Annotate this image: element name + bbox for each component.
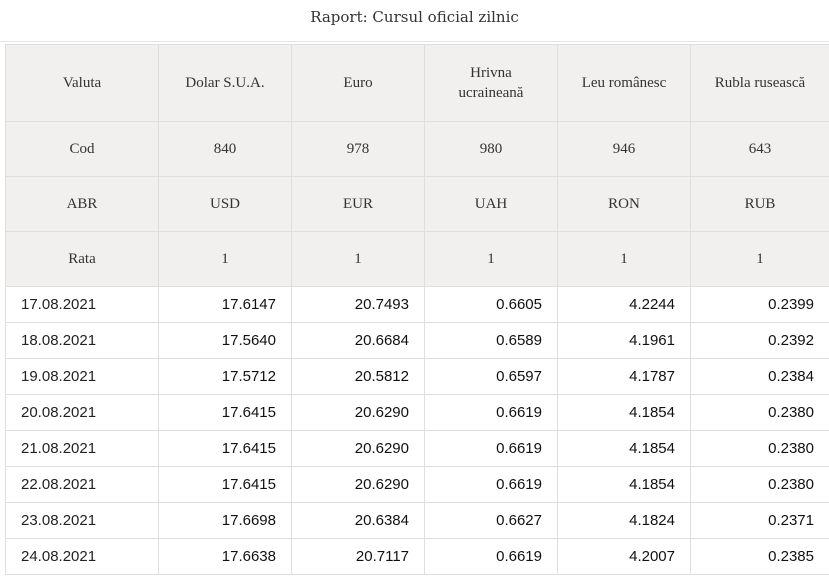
- currency-code-ron: 946: [557, 121, 691, 177]
- title-divider: [0, 41, 829, 42]
- rate-cell-eur: 20.7117: [291, 538, 425, 575]
- rate-cell-eur: 20.7493: [291, 286, 425, 323]
- rate-cell-rub: 0.2384: [690, 358, 829, 395]
- currency-name-rub: Rubla rusească: [690, 44, 829, 122]
- rate-cell-usd: 17.6638: [158, 538, 292, 575]
- rate-cell-usd: 17.5712: [158, 358, 292, 395]
- rate-cell-uah: 0.6627: [424, 502, 558, 539]
- date-cell: 19.08.2021: [5, 358, 159, 395]
- date-cell: 18.08.2021: [5, 322, 159, 359]
- currency-name-eur: Euro: [291, 44, 425, 122]
- rate-cell-rub: 0.2380: [690, 394, 829, 431]
- currency-name-usd: Dolar S.U.A.: [158, 44, 292, 122]
- rate-cell-eur: 20.6290: [291, 430, 425, 467]
- currency-code-usd: 840: [158, 121, 292, 177]
- table-row: 17.08.2021 17.6147 20.7493 0.6605 4.2244…: [5, 286, 829, 323]
- table-row: 23.08.2021 17.6698 20.6384 0.6627 4.1824…: [5, 502, 829, 539]
- exchange-rates-table: Valuta Dolar S.U.A. Euro Hrivna ucrainea…: [5, 44, 829, 575]
- header-row-valuta: Valuta Dolar S.U.A. Euro Hrivna ucrainea…: [5, 44, 829, 122]
- currency-rate-unit-usd: 1: [158, 231, 292, 287]
- rate-cell-usd: 17.6698: [158, 502, 292, 539]
- currency-name-ron: Leu românesc: [557, 44, 691, 122]
- currency-abbr-uah: UAH: [424, 176, 558, 232]
- header-label-abr: ABR: [5, 176, 159, 232]
- date-cell: 24.08.2021: [5, 538, 159, 575]
- currency-abbr-usd: USD: [158, 176, 292, 232]
- rate-cell-eur: 20.6290: [291, 394, 425, 431]
- rate-cell-usd: 17.6415: [158, 430, 292, 467]
- rate-cell-rub: 0.2385: [690, 538, 829, 575]
- rate-cell-uah: 0.6619: [424, 538, 558, 575]
- rate-cell-usd: 17.6147: [158, 286, 292, 323]
- date-cell: 17.08.2021: [5, 286, 159, 323]
- rate-cell-ron: 4.1854: [557, 430, 691, 467]
- rate-cell-ron: 4.2007: [557, 538, 691, 575]
- currency-abbr-rub: RUB: [690, 176, 829, 232]
- currency-code-rub: 643: [690, 121, 829, 177]
- rate-cell-eur: 20.6684: [291, 322, 425, 359]
- rate-cell-ron: 4.2244: [557, 286, 691, 323]
- header-label-valuta: Valuta: [5, 44, 159, 122]
- rate-cell-ron: 4.1787: [557, 358, 691, 395]
- date-cell: 22.08.2021: [5, 466, 159, 503]
- rate-cell-uah: 0.6619: [424, 394, 558, 431]
- report-title: Raport: Cursul oficial zilnic: [310, 8, 519, 26]
- rate-cell-eur: 20.6384: [291, 502, 425, 539]
- currency-abbr-ron: RON: [557, 176, 691, 232]
- date-cell: 21.08.2021: [5, 430, 159, 467]
- date-cell: 20.08.2021: [5, 394, 159, 431]
- rate-cell-uah: 0.6597: [424, 358, 558, 395]
- date-cell: 23.08.2021: [5, 502, 159, 539]
- rate-cell-uah: 0.6605: [424, 286, 558, 323]
- header-row-cod: Cod 840 978 980 946 643: [5, 121, 829, 177]
- header-row-abr: ABR USD EUR UAH RON RUB: [5, 176, 829, 232]
- currency-rate-unit-rub: 1: [690, 231, 829, 287]
- rate-cell-uah: 0.6619: [424, 466, 558, 503]
- currency-name-uah: Hrivna ucraineană: [424, 44, 558, 122]
- header-row-rata: Rata 1 1 1 1 1: [5, 231, 829, 287]
- currency-code-uah: 980: [424, 121, 558, 177]
- currency-abbr-eur: EUR: [291, 176, 425, 232]
- rate-cell-ron: 4.1854: [557, 394, 691, 431]
- currency-rate-unit-eur: 1: [291, 231, 425, 287]
- table-row: 21.08.2021 17.6415 20.6290 0.6619 4.1854…: [5, 430, 829, 467]
- rate-cell-ron: 4.1961: [557, 322, 691, 359]
- rate-cell-eur: 20.6290: [291, 466, 425, 503]
- rate-cell-eur: 20.5812: [291, 358, 425, 395]
- rate-cell-rub: 0.2392: [690, 322, 829, 359]
- table-row: 22.08.2021 17.6415 20.6290 0.6619 4.1854…: [5, 466, 829, 503]
- table-row: 19.08.2021 17.5712 20.5812 0.6597 4.1787…: [5, 358, 829, 395]
- rate-cell-ron: 4.1854: [557, 466, 691, 503]
- rate-cell-usd: 17.6415: [158, 394, 292, 431]
- rate-cell-usd: 17.6415: [158, 466, 292, 503]
- currency-code-eur: 978: [291, 121, 425, 177]
- header-label-cod: Cod: [5, 121, 159, 177]
- rate-cell-rub: 0.2380: [690, 466, 829, 503]
- rate-cell-uah: 0.6619: [424, 430, 558, 467]
- table-row: 18.08.2021 17.5640 20.6684 0.6589 4.1961…: [5, 322, 829, 359]
- currency-rate-unit-ron: 1: [557, 231, 691, 287]
- rate-cell-rub: 0.2380: [690, 430, 829, 467]
- header-label-rata: Rata: [5, 231, 159, 287]
- table-row: 20.08.2021 17.6415 20.6290 0.6619 4.1854…: [5, 394, 829, 431]
- rate-cell-usd: 17.5640: [158, 322, 292, 359]
- rate-cell-rub: 0.2371: [690, 502, 829, 539]
- rate-cell-ron: 4.1824: [557, 502, 691, 539]
- currency-rate-unit-uah: 1: [424, 231, 558, 287]
- rate-cell-rub: 0.2399: [690, 286, 829, 323]
- table-row: 24.08.2021 17.6638 20.7117 0.6619 4.2007…: [5, 538, 829, 575]
- rate-cell-uah: 0.6589: [424, 322, 558, 359]
